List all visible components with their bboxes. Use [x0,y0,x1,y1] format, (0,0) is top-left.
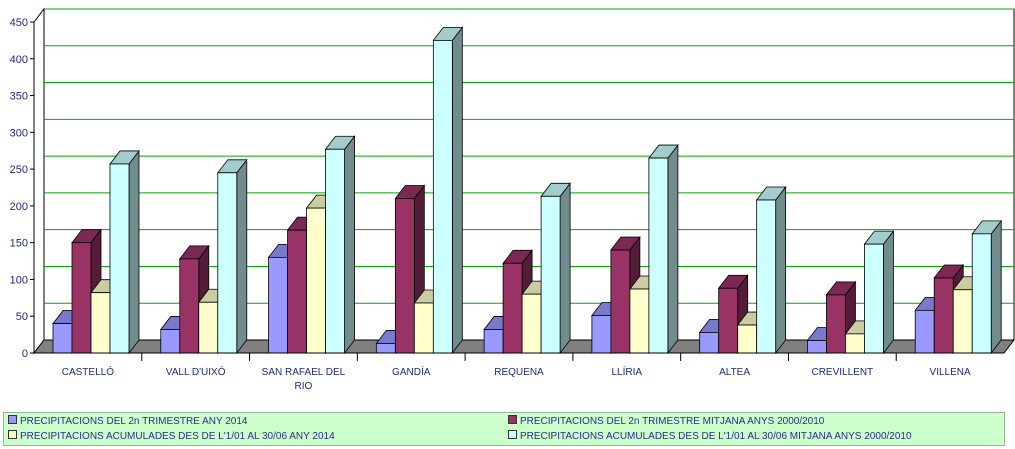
bar-2 [826,294,846,354]
x-tick-label: VILLENA [930,367,971,378]
y-tick-label: 100 [10,274,28,286]
bar-4 [971,233,992,354]
bar-side [559,182,571,355]
chart-legend: PRECIPITACIONS DEL 2n TRIMESTRE ANY 2014… [3,412,1005,446]
bar-2 [179,258,200,354]
bar-3 [737,324,758,354]
side-wall [33,7,45,355]
bar-side [667,143,679,355]
y-tick-label: 200 [10,201,28,213]
bar-3 [413,302,434,354]
bar-4 [756,199,777,354]
x-tick-label: CREVILLENT [811,367,873,378]
bar-4 [109,163,130,354]
bar-2 [502,262,523,354]
bar-3 [90,292,111,354]
legend-label-series-1: PRECIPITACIONS DEL 2n TRIMESTRE ANY 2014 [20,416,248,427]
bar-4 [540,195,561,354]
y-tick-label: 250 [10,164,28,176]
bar-3 [952,289,973,354]
bar-2 [287,229,307,354]
bar-1 [699,332,720,354]
bar-2 [718,287,739,354]
bar-2 [933,277,954,354]
y-tick-label: 150 [10,238,28,250]
bar-1 [160,329,181,354]
legend-swatch-series-3 [8,430,17,439]
bar-3 [306,207,326,354]
legend-swatch-series-1 [8,415,17,424]
chart-plot-area: 0 50 100 150 200 250 300 350 400 450 CASTELLÓ VALL … [10,7,1015,392]
y-tick-label: 450 [10,17,28,29]
bar-1 [807,340,827,354]
bar-1 [591,315,612,354]
x-tick-label: GANDÍA [392,365,431,378]
legend-item-series-3: PRECIPITACIONS ACUMULADES DES DE L'1/01 … [8,430,335,444]
bar-4 [325,148,345,354]
bar-3 [845,333,865,354]
x-tick-label: REQUENA [494,367,544,378]
legend-swatch-series-2 [508,415,517,424]
bar-side [344,135,355,355]
bar-3 [521,293,542,354]
bar-1 [52,323,73,354]
x-tick-label: LLÍRIA [611,365,642,378]
bar-4 [648,157,669,354]
x-tick-label: CASTELLÓ [62,365,114,378]
x-tick-label: VALL D'UIXÓ [166,365,226,378]
bar-1 [375,343,396,354]
y-tick-label: 0 [22,348,28,360]
x-tick-label: RIO [295,381,313,392]
x-tick-label: ALTEA [719,367,750,378]
legend-item-series-2: PRECIPITACIONS DEL 2n TRIMESTRE MITJANA … [508,415,824,429]
x-tick-label: SAN RAFAEL DEL [262,367,346,378]
bar-3 [198,301,219,354]
bar-1 [483,329,504,354]
bar-2 [394,198,415,354]
bar-4 [217,172,238,354]
bar-side [236,158,248,355]
bar-3 [629,288,650,354]
bar-side [775,185,787,355]
bar-side [883,229,894,355]
y-tick-label: 350 [10,91,28,103]
bar-side [128,149,140,355]
bar-side [451,26,463,355]
bar-2 [610,249,631,354]
y-tick-label: 300 [10,127,28,139]
bar-4 [864,243,884,354]
legend-label-series-2: PRECIPITACIONS DEL 2n TRIMESTRE MITJANA … [520,416,825,427]
legend-item-series-4: PRECIPITACIONS ACUMULADES DES DE L'1/01 … [508,430,912,444]
bar-1 [914,309,935,354]
legend-item-series-1: PRECIPITACIONS DEL 2n TRIMESTRE ANY 2014 [8,415,248,429]
bar-2 [71,242,92,354]
bar-4 [432,39,453,354]
legend-label-series-3: PRECIPITACIONS ACUMULADES DES DE L'1/01 … [20,431,335,442]
bar-1 [268,256,288,354]
bar-side [990,219,1002,355]
y-tick-label: 50 [16,311,28,323]
legend-label-series-4: PRECIPITACIONS ACUMULADES DES DE L'1/01 … [520,431,912,442]
y-tick-label: 400 [10,54,28,66]
legend-swatch-series-4 [508,430,517,439]
